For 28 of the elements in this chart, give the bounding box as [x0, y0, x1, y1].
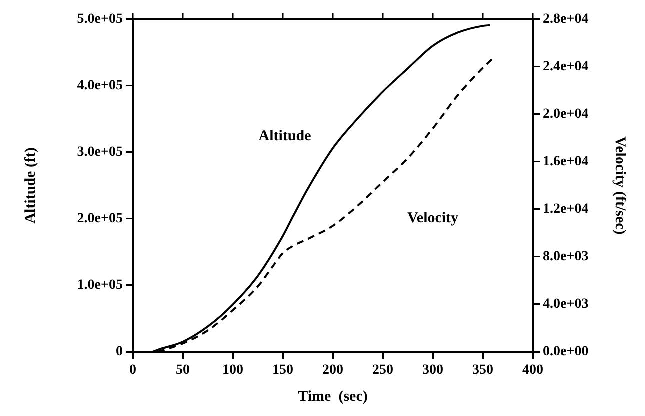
- y2-tick-label: 2.0e+04: [543, 107, 589, 122]
- x-tick-label: 150: [272, 363, 294, 378]
- text: Velocity: [407, 210, 460, 226]
- y-axis-title: Altitude (ft): [22, 148, 39, 224]
- x-tick-label: 300: [422, 363, 444, 378]
- y-tick-label: 3.0e+05: [77, 145, 123, 160]
- series-label: Altitude: [258, 128, 312, 144]
- y2-tick-label: 1.6e+04: [543, 154, 589, 170]
- y-tick-label: 5.0e+05: [77, 12, 123, 28]
- y-tick-label: 2.0e+05: [77, 212, 123, 227]
- x-tick-label: 400: [522, 363, 544, 378]
- y2-axis-title: Velocity (ft/sec): [612, 136, 628, 235]
- x-tick-label: 100: [222, 363, 244, 378]
- y2-tick-label: 0.0e+00: [543, 344, 589, 360]
- x-tick-label: 250: [372, 363, 394, 378]
- x-tick-label: 200: [322, 363, 344, 378]
- y-tick-label: 4.0e+05: [77, 78, 123, 94]
- y2-tick-label: 4.0e+03: [543, 297, 589, 312]
- x-tick-label: 0: [130, 363, 136, 378]
- y2-tick-label: 2.4e+04: [543, 60, 589, 75]
- x-axis-title: Time (sec): [298, 388, 368, 405]
- x-tick-label: 50: [176, 363, 190, 378]
- y-tick-label: 1.0e+05: [77, 278, 123, 294]
- y-tick-label: 0: [116, 344, 123, 360]
- y2-tick-label: 1.2e+04: [543, 202, 589, 218]
- y2-tick-label: 2.8e+04: [543, 12, 589, 28]
- y2-tick-label: 8.0e+03: [543, 250, 589, 265]
- x-tick-label: 350: [472, 363, 494, 378]
